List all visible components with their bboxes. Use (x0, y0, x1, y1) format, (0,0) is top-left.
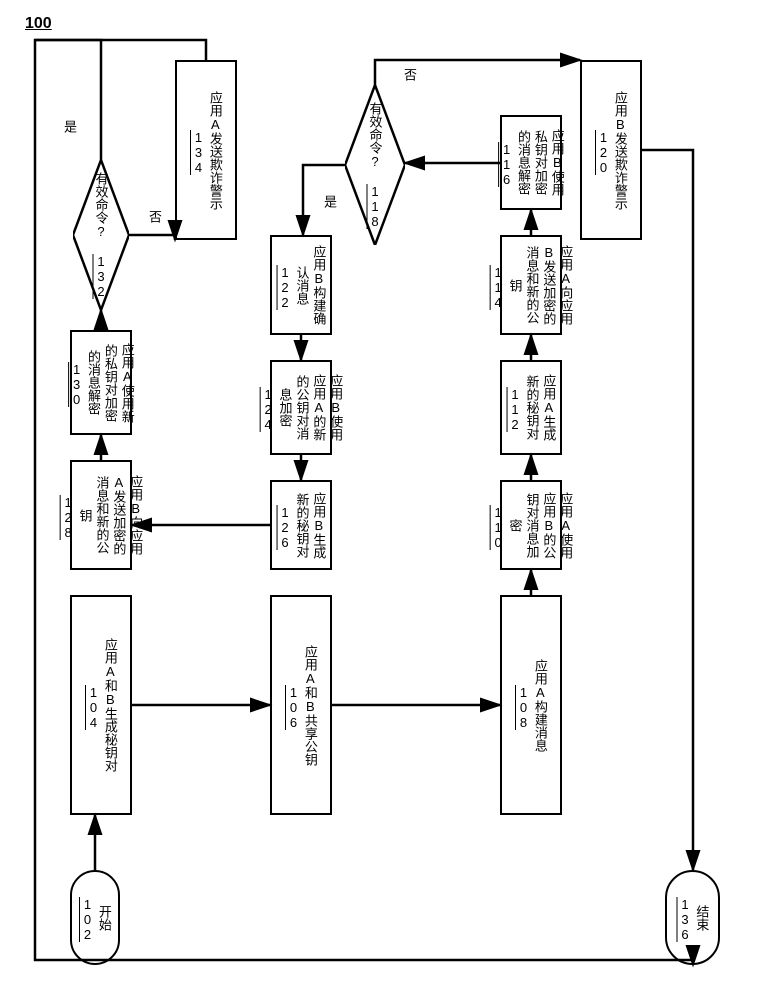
node-134: 应用A发送欺诈警示134 (175, 60, 237, 240)
node-116: 应用B使用私钥对加密的消息解密116 (500, 115, 562, 210)
edge-label: 否 (145, 210, 164, 223)
edge-label: 是 (60, 120, 79, 133)
node-126: 应用B生成新的秘钥对126 (270, 480, 332, 570)
decision-132: 有效命令? 132 (73, 160, 129, 310)
node-124: 应用B使用应用A的新的公钥对消息加密124 (270, 360, 332, 455)
figure-label: 100 (25, 15, 52, 33)
node-128: 应用B向应用A发送加密的消息和新的公钥128 (70, 460, 132, 570)
decision-118: 有效命令? 118 (345, 85, 405, 245)
node-108: 应用A构建消息108 (500, 595, 562, 815)
node-106: 应用A和B共享公钥106 (270, 595, 332, 815)
node-110: 应用A使用应用B的公钥对消息加密110 (500, 480, 562, 570)
node-120: 应用B发送欺诈警示120 (580, 60, 642, 240)
node-122: 应用B构建确认消息122 (270, 235, 332, 335)
node-130: 应用A使用新的私钥对加密的消息解密130 (70, 330, 132, 435)
node-114: 应用A向应用B发送加密的消息和新的公钥114 (500, 235, 562, 335)
node-112: 应用A生成新的秘钥对112 (500, 360, 562, 455)
edge-label: 否 (400, 68, 419, 81)
edge-label: 是 (320, 195, 339, 208)
node-104: 应用A和B生成秘钥对104 (70, 595, 132, 815)
node-end: 结束136 (665, 870, 720, 965)
node-start: 开始102 (70, 870, 120, 965)
